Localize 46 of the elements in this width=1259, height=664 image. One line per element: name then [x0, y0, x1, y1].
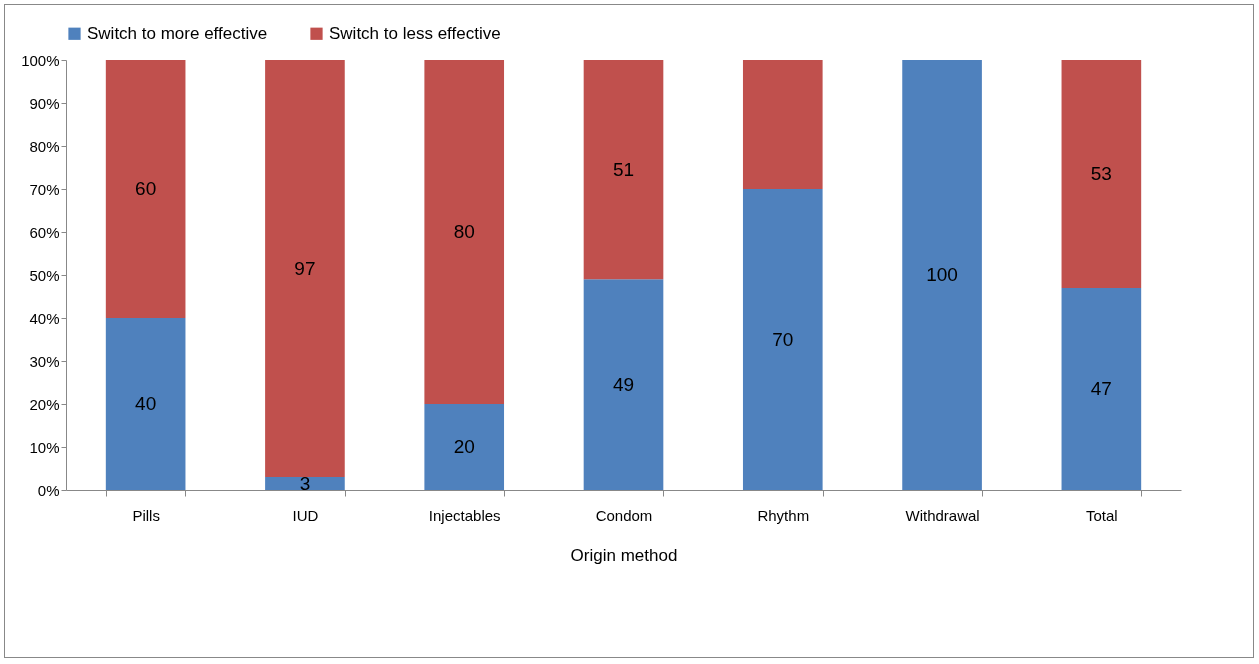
- y-tick-label: 80%: [29, 137, 60, 155]
- legend-label: Switch to more effective: [87, 23, 268, 43]
- y-tick-label: 30%: [29, 352, 60, 370]
- y-tick-label: 20%: [29, 395, 60, 413]
- data-label: 97: [294, 257, 316, 279]
- bar: [1061, 60, 1142, 288]
- x-tick-label: Condom: [595, 506, 653, 524]
- x-tick-label: Total: [1086, 506, 1118, 524]
- y-tick-label: 100%: [21, 51, 60, 69]
- data-label: 100: [926, 264, 958, 285]
- legend-label: Switch to less effective: [329, 23, 501, 43]
- bar: [424, 60, 505, 404]
- x-tick-label: Withdrawal: [905, 506, 980, 524]
- data-label: 47: [1090, 377, 1112, 399]
- x-tick-label: Pills: [132, 506, 160, 524]
- y-tick-label: 0%: [37, 481, 60, 499]
- x-axis-title: Origin method: [570, 545, 678, 565]
- x-tick-label: Rhythm: [757, 506, 810, 524]
- x-tick-label: IUD: [292, 506, 319, 524]
- bar: [265, 60, 345, 478]
- data-label: 60: [135, 178, 157, 199]
- data-label: 3: [299, 472, 311, 494]
- y-tick-label: 90%: [29, 94, 60, 112]
- bar: [105, 318, 186, 490]
- data-label: 20: [453, 436, 475, 457]
- bar: [1061, 287, 1142, 490]
- bar: [742, 60, 823, 189]
- bar: [583, 279, 664, 490]
- x-tick-label: Injectables: [428, 506, 501, 524]
- data-label: 70: [772, 328, 794, 350]
- bar: [105, 60, 186, 318]
- bar: [742, 189, 823, 490]
- data-label: 80: [453, 221, 475, 242]
- bar: [902, 60, 982, 490]
- y-tick-label: 10%: [29, 438, 60, 456]
- bar: [265, 477, 345, 490]
- y-tick-label: 40%: [29, 309, 60, 327]
- data-label: 51: [612, 158, 635, 180]
- y-tick-label: 70%: [29, 180, 60, 198]
- y-tick-label: 50%: [29, 266, 60, 284]
- data-label: 49: [612, 373, 635, 395]
- bar: [583, 60, 664, 280]
- bar: [424, 404, 505, 490]
- data-label: 53: [1090, 162, 1112, 184]
- data-label: 40: [135, 393, 157, 414]
- y-tick-label: 60%: [29, 223, 60, 241]
